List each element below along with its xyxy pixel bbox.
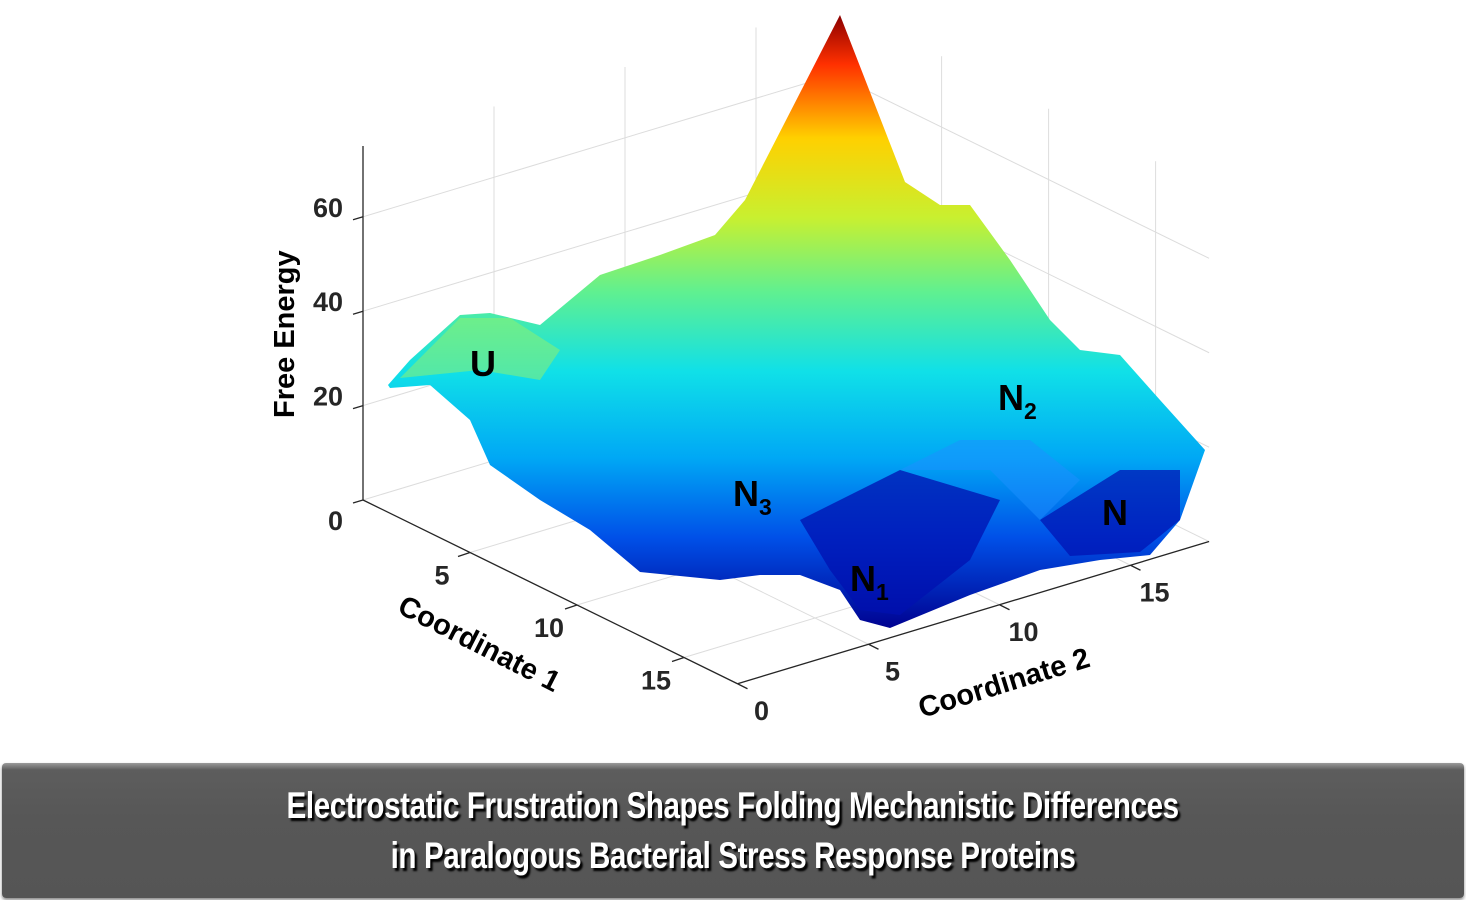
z-tick-label: 20	[313, 382, 343, 412]
z-tick	[352, 404, 364, 410]
z-tick-label: 60	[313, 193, 343, 223]
y-tick	[999, 604, 1010, 611]
z-tick-label: 0	[328, 506, 343, 536]
state-label: N	[1102, 492, 1128, 533]
z-tick	[352, 499, 364, 504]
x-tick-label: 15	[641, 666, 671, 696]
surface-plot: 0 20 40 60 5 10 15 0 5 10 15 Free Energy Coordinate …	[269, 15, 1210, 726]
banner-title-line-1: Electrostatic Frustration Shapes Folding…	[286, 784, 1180, 826]
y-tick-label: 15	[1139, 577, 1169, 607]
z-tick	[352, 310, 364, 315]
x-axis-label: Coordinate 1	[393, 590, 565, 699]
y-tick	[1130, 564, 1141, 571]
state-label: U	[470, 343, 496, 384]
banner-title-line-2: in Paralogous Bacterial Stress Response …	[390, 834, 1076, 876]
surface-valley-n	[1040, 470, 1180, 556]
state-label: N3	[733, 473, 772, 520]
surface-ridge-n2	[900, 440, 1080, 520]
x-tick	[564, 604, 578, 610]
z-tick-label: 40	[313, 287, 343, 317]
x-tick	[671, 656, 685, 663]
z-axis-label: Free Energy	[269, 250, 301, 418]
x-tick-label: 5	[434, 561, 449, 591]
z-tick	[352, 216, 364, 221]
x-axis-line	[362, 499, 738, 685]
title-banner: Electrostatic Frustration Shapes Folding…	[2, 763, 1464, 898]
gridline-z	[834, 74, 1210, 259]
y-tick	[737, 683, 748, 690]
x-tick	[457, 551, 471, 558]
y-tick-label: 10	[1008, 617, 1038, 647]
y-tick-label: 0	[754, 696, 769, 726]
surface	[388, 15, 1205, 628]
y-tick-label: 5	[885, 656, 900, 686]
x-tick-label: 10	[534, 613, 564, 643]
y-tick	[868, 643, 879, 650]
y-axis-label: Coordinate 2	[915, 642, 1094, 724]
surface-u-ridge	[400, 318, 560, 380]
surface-valley-n1	[800, 470, 1000, 615]
